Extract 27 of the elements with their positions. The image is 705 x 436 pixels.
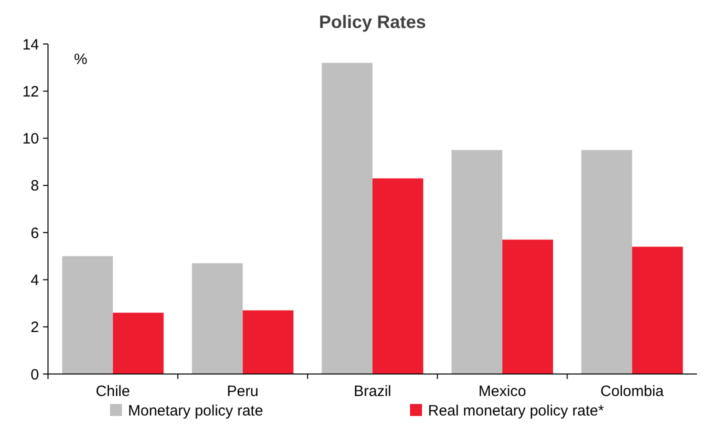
x-tick-label: Colombia [600,383,664,400]
bar [62,256,113,374]
chart-title: Policy Rates [318,12,426,32]
y-tick-label: 14 [22,36,39,54]
legend-label: Real monetary policy rate* [428,402,604,420]
bar [452,150,502,374]
bar [242,310,294,374]
bar [632,246,683,374]
bar [192,263,243,374]
y-tick-label: 2 [30,319,39,336]
y-tick-label: 0 [30,366,39,384]
x-tick-label: Mexico [478,383,526,400]
y-tick-label: 8 [30,178,39,195]
bar [322,62,372,374]
x-tick-label: Brazil [354,383,392,400]
y-axis-title: % [74,51,88,68]
bar [112,312,164,374]
y-tick-label: 6 [30,224,39,242]
legend-label: Monetary policy rate [128,402,264,420]
bar [581,150,632,374]
bar [372,178,424,374]
x-tick-label: Peru [226,383,259,400]
y-tick-label: 10 [22,130,39,148]
y-tick-label: 4 [30,272,39,289]
x-tick-label: Chile [96,383,130,400]
y-tick-label: 12 [22,83,39,100]
bar [502,240,554,374]
